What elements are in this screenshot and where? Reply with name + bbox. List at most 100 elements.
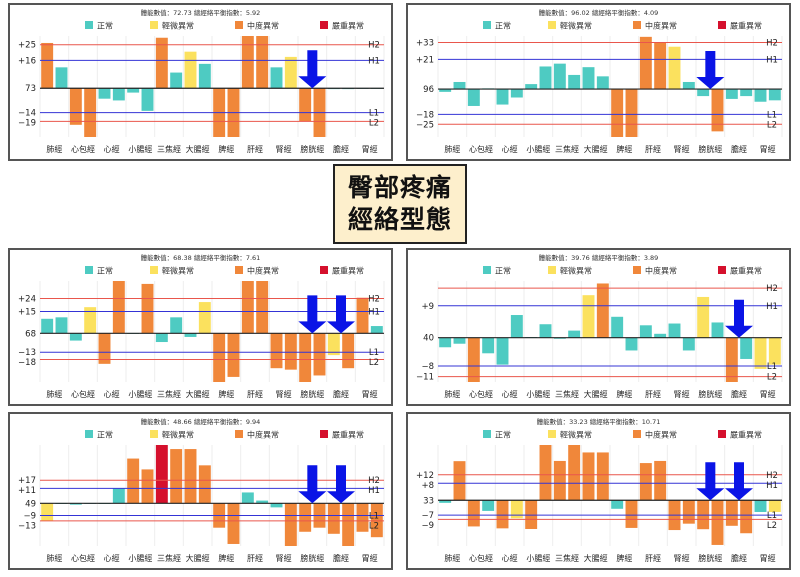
bar-腎經-left [668, 46, 681, 90]
x-label: 三焦經 [555, 144, 579, 154]
baseline-label: 33 [423, 496, 434, 506]
legend-swatch [633, 266, 641, 274]
bar-腎經-left [270, 503, 283, 508]
bar-心經-left [98, 333, 111, 364]
legend-label: 嚴重異常 [730, 430, 762, 440]
legend-label: 中度異常 [247, 21, 279, 31]
bar-心包經-left [467, 89, 480, 106]
legend-swatch [85, 430, 93, 438]
bar-脾經-left [213, 333, 226, 382]
bar-三焦經-right [170, 317, 183, 334]
legend-swatch [483, 266, 491, 274]
ref-label-L2: L2 [767, 120, 777, 130]
legend-swatch [235, 266, 243, 274]
ref-label-L1: L1 [369, 109, 379, 119]
bar-小腸經-right [539, 445, 552, 501]
ref-label-L1: L1 [767, 362, 777, 372]
ref-label-H2: H2 [368, 294, 380, 304]
bar-胃經-right [768, 89, 781, 101]
legend-label: 輕微異常 [560, 430, 592, 440]
x-label: 膽經 [731, 553, 747, 563]
ref-label-H1: H1 [368, 486, 380, 496]
bar-肺經-left [439, 337, 452, 348]
x-label: 膀胱經 [300, 144, 324, 154]
down-arrow-icon [725, 299, 753, 338]
chart-svg: 體能數值：72.73 總經絡平衡指數：5.92 正常 輕微異常 中度異常 嚴重異常 +25… [18, 8, 385, 154]
bar-肝經-right [256, 500, 269, 504]
x-label: 膽經 [333, 389, 349, 399]
bar-肝經-right [654, 42, 667, 90]
meridian-chart-2: 體能數值：96.02 總經絡平衡指數：4.09 正常 輕微異常 中度異常 嚴重異常 +33… [406, 3, 791, 161]
x-label: 胃經 [760, 553, 776, 563]
bar-小腸經-left [525, 84, 538, 90]
bar-腎經-left [270, 67, 283, 89]
y-tick-label: −7 [421, 511, 434, 521]
x-label: 脾經 [218, 144, 234, 154]
bar-三焦經-left [155, 445, 168, 504]
ref-label-H1: H1 [368, 308, 380, 318]
bar-膽經-right [342, 503, 355, 546]
bar-肺經-left [41, 503, 54, 521]
bar-小腸經-right [141, 469, 154, 504]
bar-脾經-right [227, 503, 240, 544]
bar-肝經-left [241, 492, 254, 504]
y-tick-label: −18 [18, 358, 36, 368]
bar-膽經-right [740, 89, 753, 97]
bar-肺經-right [453, 81, 466, 90]
chart-svg: 體能數值：39.76 總經絡平衡指數：3.89 正常 輕微異常 中度異常 嚴重異常 +9 4… [416, 253, 783, 399]
bar-心經-right [112, 281, 125, 334]
bar-心經-left [496, 337, 509, 365]
ref-label-H1: H1 [368, 56, 380, 66]
bar-肝經-right [654, 333, 667, 338]
down-arrow-icon [298, 50, 327, 89]
y-tick-label: −13 [18, 521, 36, 531]
bar-三焦經-left [155, 37, 168, 89]
bar-心包經-left [69, 88, 82, 125]
bar-腎經-right [682, 81, 695, 90]
x-label: 腎經 [674, 144, 690, 154]
legend-swatch [548, 266, 556, 274]
legend-swatch [235, 21, 243, 29]
x-label: 三焦經 [555, 389, 579, 399]
x-label: 三焦經 [157, 389, 181, 399]
bar-膽經-left [725, 337, 738, 382]
bar-心包經-right [482, 500, 495, 511]
y-tick-label: −11 [416, 373, 434, 383]
x-label: 小腸經 [526, 553, 550, 563]
title-line-2: 經絡型態 [347, 205, 452, 234]
ref-label-H1: H1 [766, 481, 778, 491]
bar-大腸經-right [596, 283, 609, 338]
legend-label: 輕微異常 [162, 430, 194, 440]
legend-swatch [718, 21, 726, 29]
bar-肺經-left [439, 89, 452, 92]
down-arrow-icon [327, 295, 355, 334]
bar-膀胱經-right [711, 89, 724, 132]
legend-swatch [235, 430, 243, 438]
legend-label: 輕微異常 [560, 21, 592, 31]
bar-大腸經-right [198, 63, 211, 89]
x-label: 胃經 [362, 389, 378, 399]
x-label: 脾經 [616, 389, 632, 399]
bar-心包經-right [84, 307, 97, 334]
x-label: 膽經 [333, 144, 349, 154]
bar-腎經-left [270, 333, 283, 369]
chart-header: 體能數值：39.76 總經絡平衡指數：3.89 [539, 253, 659, 262]
bar-肺經-right [453, 337, 466, 344]
legend-label: 中度異常 [247, 266, 279, 276]
legend-label: 中度異常 [645, 21, 677, 31]
x-label: 肺經 [444, 553, 460, 563]
chart-header: 體能數值：68.38 總經絡平衡指數：7.61 [141, 253, 261, 262]
bar-腎經-right [284, 333, 297, 370]
ref-label-L2: L2 [369, 119, 379, 129]
x-label: 心包經 [469, 553, 493, 563]
x-label: 胃經 [362, 144, 378, 154]
bar-腎經-right [284, 56, 297, 89]
bar-三焦經-right [568, 330, 581, 338]
bar-膽經-right [342, 333, 355, 369]
x-label: 大腸經 [584, 553, 608, 563]
bar-小腸經-right [141, 88, 154, 111]
legend-swatch [548, 21, 556, 29]
legend-swatch [85, 21, 93, 29]
x-label: 小腸經 [128, 553, 152, 563]
ref-label-L2: L2 [369, 521, 379, 531]
